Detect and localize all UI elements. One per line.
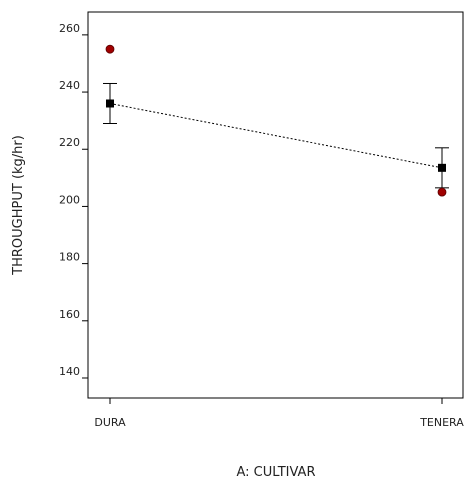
- observed-point-dura: [105, 44, 115, 54]
- series: [103, 44, 449, 197]
- x-tick-label-tenera: TENERA: [419, 416, 464, 429]
- x-axis-title: A: CULTIVAR: [237, 465, 316, 479]
- y-tick-label-260: 260: [59, 22, 80, 35]
- observed-point-tenera: [437, 187, 447, 197]
- y-tick-label-140: 140: [59, 365, 80, 378]
- y-tick-label-160: 160: [59, 308, 80, 321]
- plot-frame: [87, 11, 464, 399]
- y-tick-label-180: 180: [59, 251, 80, 264]
- x-tick-label-dura: DURA: [94, 416, 126, 429]
- y-tick-label-240: 240: [59, 79, 80, 92]
- x-axis: DURA TENERA: [94, 398, 464, 429]
- y-tick-label-220: 220: [59, 136, 80, 149]
- y-axis-title: THROUGHPUT (kg/hr): [11, 135, 26, 276]
- mean-marker-dura: [106, 99, 114, 108]
- y-tick-label-200: 200: [59, 193, 80, 206]
- y-axis: 140 160 180 200 220 240 260: [59, 22, 88, 379]
- mean-marker-tenera: [438, 163, 446, 172]
- mean-connector-line: [109, 103, 443, 169]
